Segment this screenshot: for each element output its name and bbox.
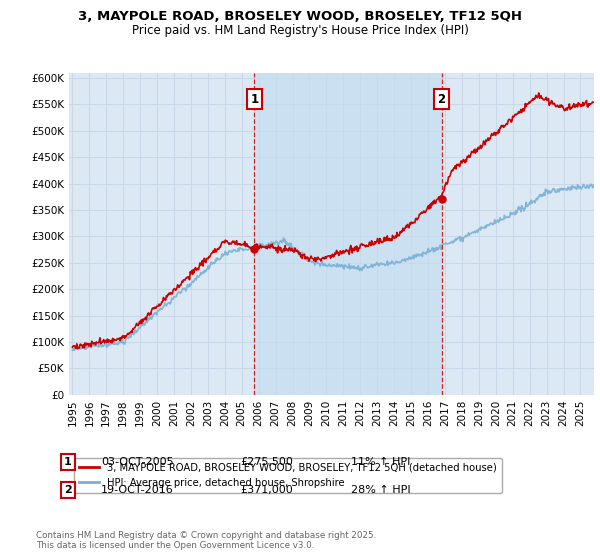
Text: £275,500: £275,500 — [240, 457, 293, 467]
Text: Contains HM Land Registry data © Crown copyright and database right 2025.
This d: Contains HM Land Registry data © Crown c… — [36, 531, 376, 550]
Bar — [254, 73, 442, 395]
Text: 19-OCT-2016: 19-OCT-2016 — [101, 485, 173, 495]
Text: Price paid vs. HM Land Registry's House Price Index (HPI): Price paid vs. HM Land Registry's House … — [131, 24, 469, 36]
Text: 3, MAYPOLE ROAD, BROSELEY WOOD, BROSELEY, TF12 5QH: 3, MAYPOLE ROAD, BROSELEY WOOD, BROSELEY… — [78, 10, 522, 22]
Text: 1: 1 — [64, 457, 71, 467]
Text: 1: 1 — [250, 93, 259, 106]
Text: 11% ↑ HPI: 11% ↑ HPI — [351, 457, 410, 467]
Text: 28% ↑ HPI: 28% ↑ HPI — [351, 485, 410, 495]
Text: 03-OCT-2005: 03-OCT-2005 — [101, 457, 173, 467]
Text: 2: 2 — [437, 93, 446, 106]
Text: £371,000: £371,000 — [240, 485, 293, 495]
Text: 2: 2 — [64, 485, 71, 495]
Legend: 3, MAYPOLE ROAD, BROSELEY WOOD, BROSELEY, TF12 5QH (detached house), HPI: Averag: 3, MAYPOLE ROAD, BROSELEY WOOD, BROSELEY… — [74, 458, 502, 493]
